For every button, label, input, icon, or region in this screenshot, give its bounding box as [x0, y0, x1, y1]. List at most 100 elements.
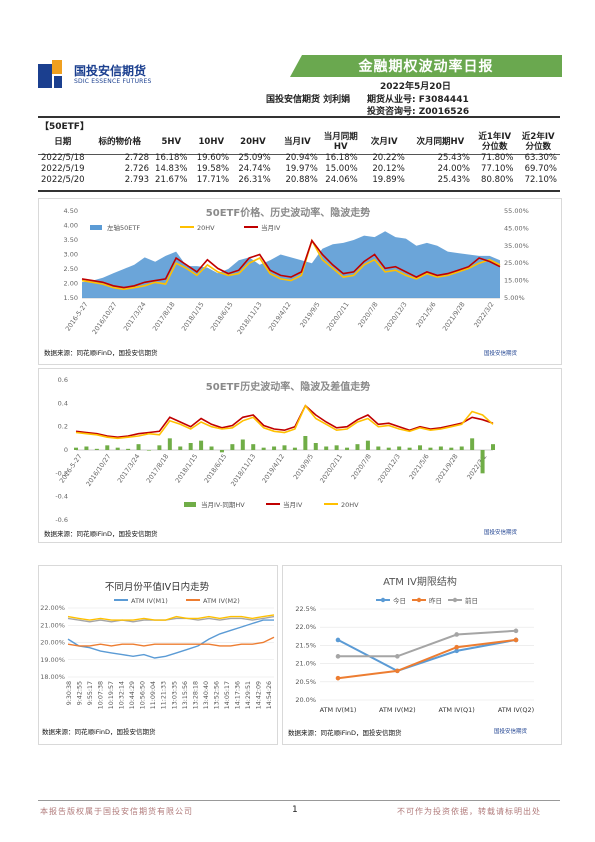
report-date: 2022年5月20日 — [380, 82, 451, 92]
chart2-spread-bar — [74, 447, 78, 450]
chart1-series-etf-area — [82, 231, 500, 298]
table-cell: 16.18% — [325, 153, 358, 163]
chart2-spread-bar — [84, 446, 89, 450]
chart2-source: 数据来源：同花顺iFinD，国投安信期货 — [44, 529, 158, 538]
table-header-cell: 日期 — [54, 137, 72, 147]
table-header-cell: 20HV — [240, 137, 266, 147]
footer-divider — [38, 800, 560, 801]
chart4-axes: 20.0% 20.5% 21.0% 21.5% 22.0% 22.5% ATM IV(M1)… — [295, 605, 534, 714]
table-row: 2022/5/19 2.726 14.83% 19.58% 24.74% 19.… — [38, 164, 560, 175]
chart1-xtick: 2020/7/8 — [356, 301, 379, 330]
chart4-ytick: 20.0% — [295, 696, 316, 704]
chart2-spread-bar — [292, 447, 297, 450]
chart1-legend-20hv-label: 20HV — [197, 224, 215, 232]
chart4-point — [513, 637, 519, 643]
chart2-spread-bar — [345, 447, 350, 450]
chart1-legend-etf-label: 左轴50ETF — [107, 223, 140, 232]
chart2-spread-bar — [418, 445, 423, 450]
chart1-marks — [81, 231, 501, 298]
table-cell: 16.18% — [155, 153, 188, 163]
chart2-series-iv-line — [75, 404, 494, 439]
chart2-xtick: 2020/7/8 — [350, 453, 373, 482]
chart2-spread-bar — [115, 447, 120, 450]
chart1-xtick: 2017/3/24 — [122, 301, 148, 333]
chart4-atm-iv-term-structure: ATM IV期限结构 今日 昨日 前日 20.0% 20.5% 21.0% 21.5% 22… — [288, 575, 534, 737]
chart1-xtick: 2016/10/27 — [91, 301, 119, 336]
chart4-marks — [335, 628, 519, 681]
chart3-series-line-2 — [67, 615, 275, 623]
chart2-spread-bar — [334, 445, 339, 450]
table-row: 2022/5/18 2.728 16.18% 19.60% 25.09% 20.… — [38, 153, 560, 164]
table-cell: 21.67% — [155, 175, 188, 185]
chart2-spread-bar — [188, 443, 193, 450]
chart1-yright-tick: 25.00% — [504, 259, 529, 267]
chart3-ytick: 20.00% — [40, 639, 65, 647]
table-header-cell: 近1年IV分位数 — [478, 132, 512, 152]
table-cell: 19.89% — [372, 175, 405, 185]
chart3-xtick: 9:42:55 — [77, 681, 84, 705]
chart2-xtick: 2016/10/27 — [85, 453, 113, 488]
company-name-en: SDIC ESSENCE FUTURES — [74, 78, 152, 85]
table-cell: 69.70% — [524, 164, 557, 174]
chart2-spread-bar — [219, 450, 224, 453]
chart4-ytick: 22.5% — [295, 605, 316, 613]
table-cell: 14.83% — [155, 164, 188, 174]
chart2-spread-bar — [438, 446, 443, 450]
chart3-atm-iv-intraday: 不同月份平值IV日内走势 ATM IV(M1) ATM IV(M2) 18.00%… — [40, 581, 275, 736]
table-cell: 20.94% — [285, 153, 318, 163]
chart1-yright-tick: 35.00% — [504, 242, 529, 250]
chart2-xtick: 2018/11/13 — [229, 453, 257, 488]
report-author: 国投安信期货 刘利娟 — [266, 95, 351, 105]
chart4-point — [335, 654, 341, 659]
chart4-point — [395, 668, 400, 674]
chart3-series-line-0 — [67, 619, 274, 659]
chart2-ytick: 0.4 — [58, 399, 68, 407]
chart3-ytick: 19.00% — [40, 656, 65, 664]
chart2-xtick: 2017/3/24 — [116, 453, 142, 485]
header-divider — [38, 116, 560, 118]
table-cell: 2.726 — [124, 164, 150, 174]
chart2-spread-bar — [126, 448, 131, 450]
chart1-xtick: 2021/9/28 — [441, 301, 467, 333]
chart1-yleft-tick: 2.50 — [64, 265, 78, 273]
futures-license: 期货从业号: F3084441 — [367, 95, 469, 105]
chart1-xtick: 2018/11/13 — [236, 301, 264, 336]
chart4-ytick: 20.5% — [295, 678, 316, 686]
chart4-xtick: ATM IV(M1) — [320, 706, 357, 714]
chart1-xtick: 2019/4/12 — [267, 301, 293, 333]
table-cell: 80.80% — [481, 175, 514, 185]
chart2-spread-bar — [251, 444, 256, 450]
chart4-ytick: 21.5% — [295, 641, 316, 649]
chart4-legend-1-label: 昨日 — [429, 596, 442, 605]
table-cell: 2022/5/18 — [41, 153, 85, 163]
chart3-xtick: 14:54:26 — [266, 681, 273, 709]
chart1-yleft-tick: 1.50 — [64, 294, 78, 302]
chart3-xtick: 13:28:18 — [192, 681, 199, 709]
chart3-xtick: 13:52:56 — [213, 681, 220, 709]
page-number: 1 — [292, 805, 298, 815]
chart2-series-20hv-line — [75, 404, 494, 440]
chart4-legend-2-label: 前日 — [465, 596, 478, 605]
chart2-spread-bar — [303, 436, 308, 450]
investment-license: 投资咨询号: Z0016526 — [367, 107, 470, 117]
footer-disclaimer: 不可作为投资依据，转载请标明出处 — [397, 807, 541, 816]
chart3-xtick: 10:07:38 — [98, 681, 105, 709]
chart1-xtick: 2020/12/3 — [383, 301, 409, 333]
chart3-marks — [67, 614, 275, 659]
chart2-hv-iv-spread: 50ETF历史波动率、隐波及差值走势 -0.6 -0.4 -0.2 0 0.2 0.4 0.… — [44, 376, 518, 538]
table-cell: 2022/5/19 — [41, 164, 85, 174]
chart4-legend-0-marker — [380, 597, 386, 603]
chart3-legend-1-label: ATM IV(M2) — [203, 597, 240, 605]
table-cell: 19.97% — [285, 164, 318, 174]
chart2-xtick: 2020/2/11 — [318, 453, 344, 485]
footer-copyright: 本报告版权属于国投安信期货有限公司 — [40, 807, 193, 816]
chart2-spread-bar — [376, 446, 381, 450]
chart2-spread-bar — [240, 439, 245, 450]
chart4-xtick: ATM IV(M2) — [379, 706, 416, 714]
chart2-xtick: 2017/8/18 — [145, 453, 171, 485]
chart2-xtick: 2021/9/28 — [434, 453, 460, 485]
chart3-ytick: 22.00% — [40, 604, 65, 612]
chart2-legend: 当月IV-同期HV 当月IV 20HV — [184, 500, 359, 509]
chart1-yright-tick: 45.00% — [504, 224, 529, 232]
chart4-ytick: 21.0% — [295, 660, 316, 668]
